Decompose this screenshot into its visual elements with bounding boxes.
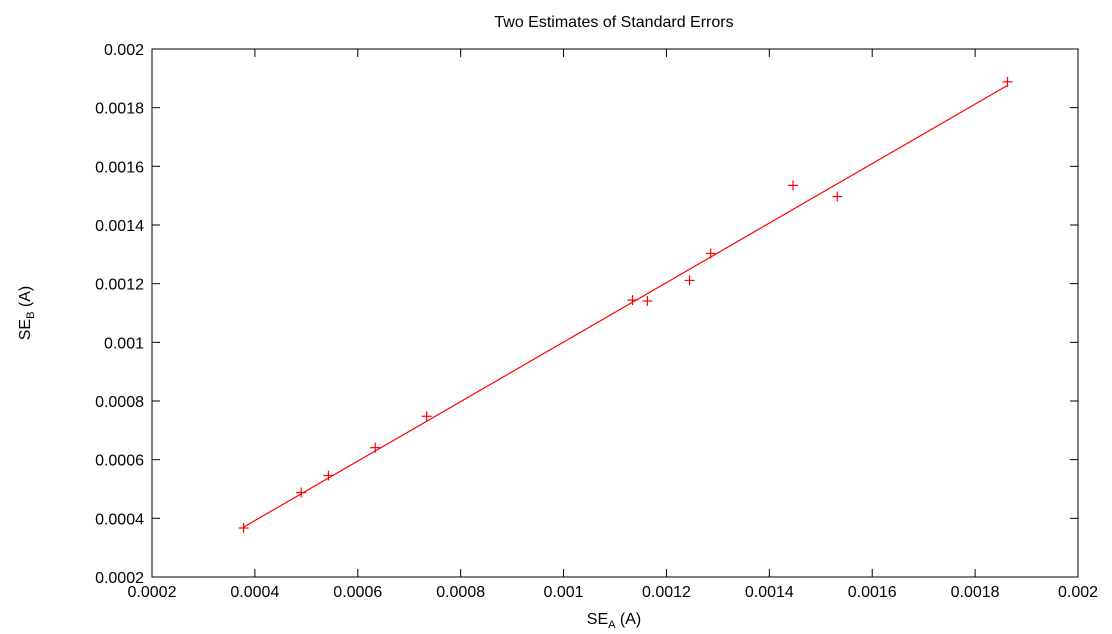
y-tick-label: 0.002 [104,42,144,59]
data-point [296,487,307,498]
data-points [238,76,1013,534]
x-tick-label: 0.0006 [333,584,382,601]
y-tick-label: 0.0004 [95,511,144,528]
fit-line [243,84,1008,528]
x-tick-label: 0.0008 [436,584,485,601]
y-tick-label: 0.0008 [95,394,144,411]
y-tick-label: 0.0006 [95,453,144,470]
y-axis-label: SEB (A) [17,286,37,340]
data-point [421,411,432,422]
chart-title: Two Estimates of Standard Errors [494,14,733,31]
x-tick-label: 0.0004 [230,584,279,601]
data-point [323,470,334,481]
x-axis-label: SEA (A) [587,611,641,629]
x-tick-label: 0.0012 [642,584,691,601]
y-tick-label: 0.0014 [95,218,144,235]
data-point [642,295,653,306]
data-point [684,275,695,286]
x-tick-label: 0.0018 [951,584,1000,601]
x-tick-label: 0.001 [544,584,584,601]
x-tick-label: 0.002 [1058,584,1098,601]
data-point [832,191,843,202]
data-point [370,442,381,453]
plot-area [151,48,1079,578]
data-point [787,180,798,191]
x-tick-label: 0.0016 [848,584,897,601]
y-axis: 0.0002 0.0004 0.0006 0.0008 0.001 0.0012 0.001… [95,42,1078,587]
x-tick-label: 0.0014 [745,584,794,601]
data-point [627,295,638,306]
y-tick-label: 0.001 [104,335,144,352]
fit-line-layer [243,84,1008,528]
data-point [238,523,249,534]
plot-frame [151,48,1079,578]
y-tick-label: 0.0016 [95,159,144,176]
x-tick-label: 0.0002 [128,584,177,601]
y-tick-label: 0.0012 [95,277,144,294]
y-tick-label: 0.0018 [95,101,144,118]
data-point [1002,76,1013,87]
data-point [705,248,716,259]
y-tick-label: 0.0002 [95,570,144,587]
x-axis: 0.0002 0.0004 0.0006 0.0008 0.001 0.0012 0.001… [128,49,1098,601]
